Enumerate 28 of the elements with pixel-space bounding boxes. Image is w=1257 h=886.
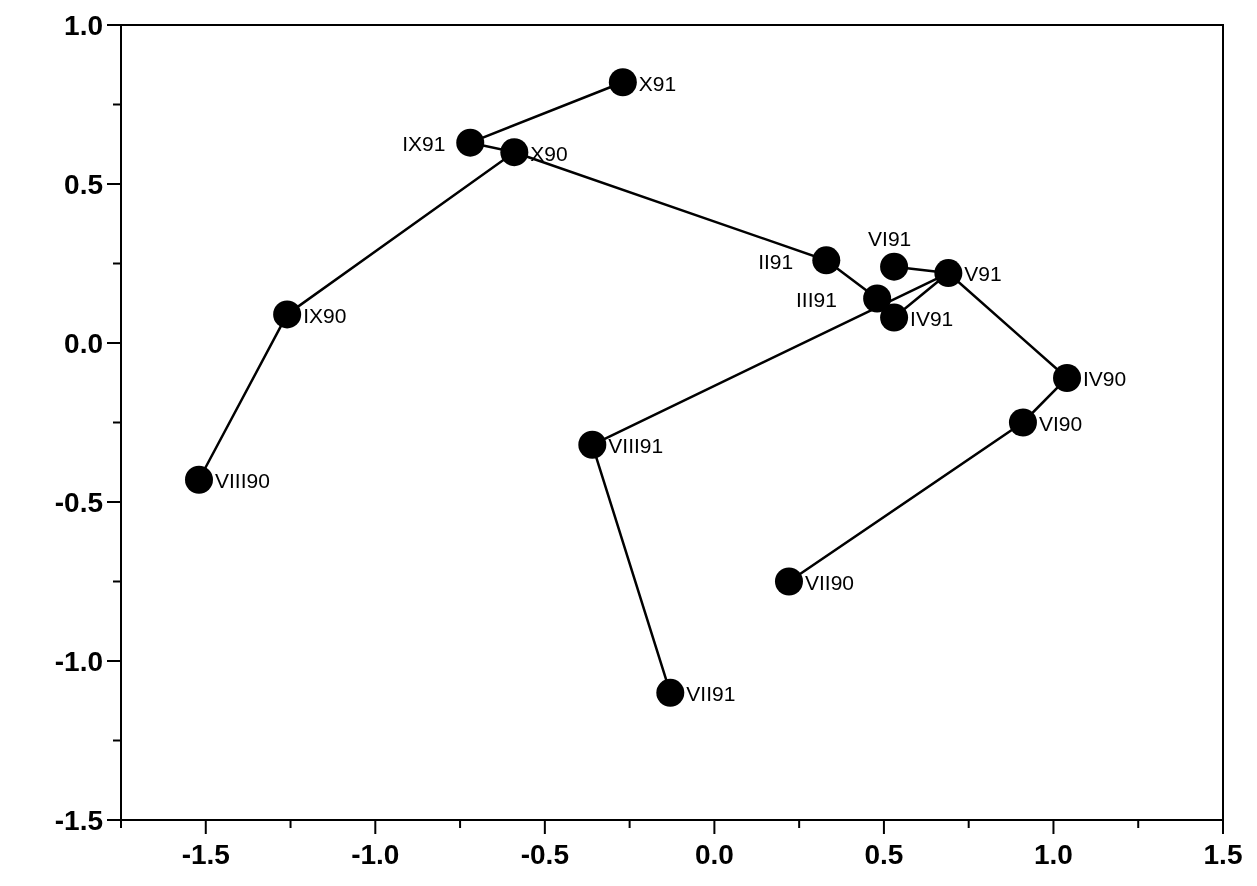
- annotation: VI90: [1038, 411, 1083, 435]
- y-tick-label: 1.0: [64, 10, 103, 41]
- y-tick-label: 0.5: [64, 169, 103, 200]
- annotation: V91: [964, 262, 1002, 286]
- annotation: II91: [758, 249, 794, 273]
- annotation: IX91: [402, 131, 446, 155]
- x-tick-label: 1.5: [1203, 839, 1243, 870]
- x-tick-label: -1.0: [351, 839, 400, 870]
- annotation: VIII91: [608, 434, 664, 458]
- annotation: VI91: [868, 227, 912, 251]
- annotation: III91: [796, 287, 837, 311]
- annotation: VII91: [686, 682, 736, 706]
- annotation: VII90: [804, 570, 855, 594]
- y-tick-label: -1.5: [54, 805, 103, 836]
- x-tick-label: 1.0: [1033, 839, 1073, 870]
- annotation: X91: [638, 71, 677, 95]
- annotation: IV90: [1083, 367, 1127, 391]
- x-tick-label: -1.5: [181, 839, 230, 870]
- y-tick-label: -0.5: [54, 487, 103, 518]
- annotation: VIII90: [214, 469, 270, 493]
- x-tick-label: -0.5: [520, 839, 569, 870]
- x-tick-label: 0.5: [864, 839, 904, 870]
- annotation: IX90: [303, 303, 347, 327]
- x-tick-label: 0.0: [694, 839, 734, 870]
- y-tick-label: 0.0: [64, 328, 103, 359]
- annotation: X90: [530, 141, 568, 165]
- y-tick-label: -1.0: [54, 646, 103, 677]
- annotation: IV91: [910, 306, 954, 330]
